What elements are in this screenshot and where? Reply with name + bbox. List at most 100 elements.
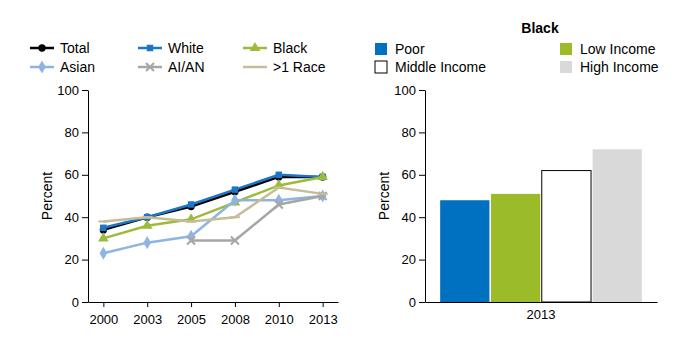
y-axis-title: Percent bbox=[376, 172, 392, 220]
x-tick: 2008 bbox=[221, 302, 250, 327]
legend-item: AI/AN bbox=[138, 59, 205, 75]
series-marker bbox=[274, 179, 285, 188]
y-tick-mark bbox=[82, 175, 88, 176]
legend-marker bbox=[146, 63, 154, 71]
y-tick-label: 100 bbox=[394, 83, 416, 98]
legend-label: High Income bbox=[580, 59, 659, 75]
y-tick-label: 20 bbox=[402, 252, 416, 267]
x-tick: 2005 bbox=[177, 302, 206, 327]
y-tick: 20 bbox=[402, 252, 425, 267]
legend-label: Asian bbox=[60, 59, 95, 75]
y-axis-line bbox=[88, 91, 89, 303]
legend-swatch bbox=[375, 61, 387, 73]
y-tick-label: 20 bbox=[65, 252, 79, 267]
legend-label: >1 Race bbox=[273, 59, 326, 75]
y-tick: 100 bbox=[394, 83, 425, 98]
legend-label: AI/AN bbox=[168, 59, 205, 75]
legend-swatch bbox=[560, 61, 572, 73]
y-tick-label: 80 bbox=[402, 125, 416, 140]
legend: Total White Black Asian AI/AN >1 Race bbox=[30, 40, 326, 75]
x-axis: 2000 2003 2005 2008 2010 2013 bbox=[89, 302, 339, 327]
y-tick-label: 60 bbox=[402, 167, 416, 182]
y-tick: 0 bbox=[72, 295, 88, 310]
y-tick: 60 bbox=[65, 167, 88, 182]
y-tick: 80 bbox=[402, 125, 425, 140]
y-tick-mark bbox=[419, 217, 425, 218]
y-tick: 100 bbox=[57, 83, 88, 98]
series-marker bbox=[142, 216, 152, 218]
legend-marker bbox=[38, 44, 45, 51]
y-tick-mark bbox=[419, 302, 425, 303]
y-axis-title: Percent bbox=[39, 172, 55, 220]
series-marker bbox=[186, 213, 197, 222]
y-tick-label: 100 bbox=[57, 83, 79, 98]
legend-label: White bbox=[168, 40, 204, 56]
legend: BlackPoorLow IncomeMiddle IncomeHigh Inc… bbox=[375, 20, 659, 75]
series-marker bbox=[317, 171, 328, 180]
legend-marker bbox=[147, 45, 153, 51]
y-tick-mark bbox=[419, 260, 425, 261]
series-marker bbox=[188, 201, 194, 207]
y-tick-label: 60 bbox=[65, 167, 79, 182]
y-tick: 40 bbox=[65, 210, 88, 225]
y-tick-mark bbox=[82, 90, 88, 91]
x-tick-label: 2000 bbox=[89, 312, 118, 327]
x-tick-label: 2010 bbox=[265, 312, 294, 327]
series-marker bbox=[276, 172, 282, 178]
legend-item: High Income bbox=[560, 59, 659, 75]
y-tick: 60 bbox=[402, 167, 425, 182]
series-marker bbox=[318, 193, 328, 195]
y-tick-label: 0 bbox=[409, 295, 416, 310]
series-marker bbox=[98, 232, 109, 241]
legend-swatch bbox=[375, 43, 387, 55]
plot-area bbox=[440, 149, 642, 302]
plot-area bbox=[98, 171, 328, 260]
series-marker bbox=[275, 200, 283, 208]
bar bbox=[491, 194, 540, 302]
x-tick-label: 2003 bbox=[133, 312, 162, 327]
x-tick-mark bbox=[279, 302, 280, 307]
x-tick: 2013 bbox=[527, 302, 556, 322]
y-tick-mark bbox=[82, 132, 88, 133]
x-tick-label: 2008 bbox=[221, 312, 250, 327]
chart-svg: 020406080100Percent200020032005200820102… bbox=[0, 0, 693, 351]
legend-label: Low Income bbox=[580, 41, 656, 57]
series-marker bbox=[100, 247, 108, 260]
y-tick-mark bbox=[419, 90, 425, 91]
series-marker bbox=[274, 187, 284, 189]
y-axis: 0 20 40 60 80 100 bbox=[57, 83, 88, 310]
series-marker bbox=[187, 237, 195, 245]
y-tick-mark bbox=[419, 132, 425, 133]
legend-title: Black bbox=[521, 20, 559, 36]
legend-label: Black bbox=[273, 40, 308, 56]
x-tick-mark bbox=[323, 302, 324, 307]
series-marker bbox=[98, 220, 108, 222]
series-line bbox=[103, 196, 322, 253]
legend-marker bbox=[38, 60, 46, 73]
y-tick-mark bbox=[82, 217, 88, 218]
x-tick: 2013 bbox=[309, 302, 338, 327]
x-axis-line bbox=[89, 302, 339, 303]
x-tick-label: 2005 bbox=[177, 312, 206, 327]
series-marker bbox=[319, 192, 327, 200]
legend-label: Poor bbox=[395, 41, 425, 57]
legend-marker bbox=[250, 42, 261, 51]
legend-marker bbox=[250, 66, 260, 68]
y-tick-label: 0 bbox=[72, 295, 79, 310]
y-tick: 0 bbox=[409, 295, 425, 310]
legend-swatch bbox=[560, 43, 572, 55]
legend-swatch bbox=[243, 66, 267, 69]
series-marker bbox=[230, 216, 240, 218]
series-marker bbox=[231, 237, 239, 245]
x-tick-mark bbox=[103, 302, 104, 307]
x-tick: 2003 bbox=[133, 302, 162, 327]
legend-item: Asian bbox=[30, 59, 95, 75]
x-axis-line bbox=[426, 302, 658, 303]
y-tick-label: 80 bbox=[65, 125, 79, 140]
series-marker bbox=[100, 225, 106, 231]
legend-item: Total bbox=[30, 40, 90, 56]
series-marker bbox=[142, 220, 153, 229]
x-tick: 2000 bbox=[89, 302, 118, 327]
legend-item: Low Income bbox=[560, 41, 656, 57]
y-tick: 40 bbox=[402, 210, 425, 225]
